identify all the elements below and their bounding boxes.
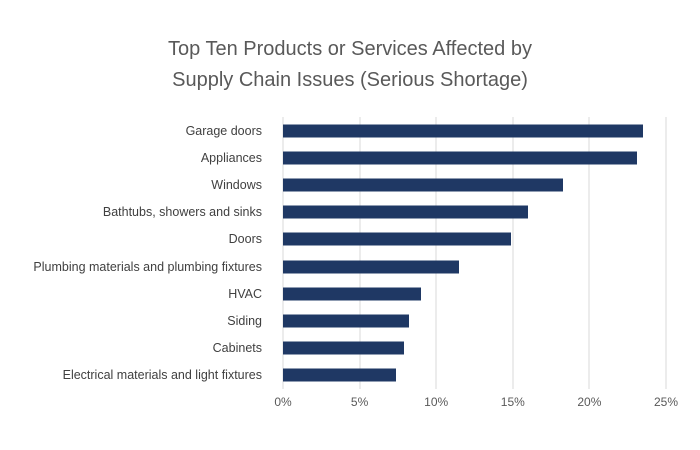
x-tick-label: 20% xyxy=(577,395,602,409)
category-label: HVAC xyxy=(228,286,262,301)
bar xyxy=(283,205,529,219)
chart-title-line1: Top Ten Products or Services Affected by xyxy=(168,38,532,60)
bar xyxy=(283,260,460,274)
bar xyxy=(283,314,409,328)
bar-row xyxy=(283,280,666,307)
gridline xyxy=(588,117,590,389)
bar-row xyxy=(283,226,666,253)
category-label: Siding xyxy=(227,314,262,329)
bar xyxy=(283,287,421,301)
x-axis: 0% 5% 10% 15% 20% 25% xyxy=(274,395,678,411)
bar xyxy=(283,341,405,355)
category-label: Electrical materials and light fixtures xyxy=(62,368,262,383)
category-label: Cabinets xyxy=(212,341,262,356)
bar-row xyxy=(283,362,666,389)
x-tick-label: 10% xyxy=(424,395,449,409)
gridline xyxy=(512,117,514,389)
bar xyxy=(283,178,564,192)
x-tick-label: 15% xyxy=(500,395,525,409)
gridline xyxy=(282,117,284,389)
gridline xyxy=(665,117,667,389)
x-tick-label: 5% xyxy=(350,395,369,409)
category-label: Windows xyxy=(211,178,262,192)
bar-row xyxy=(283,307,666,334)
bar xyxy=(283,368,397,382)
bar-row xyxy=(283,117,666,144)
gridlines xyxy=(282,117,667,389)
category-label: Doors xyxy=(228,232,262,247)
bar xyxy=(283,124,644,138)
bar xyxy=(283,232,512,246)
category-label: Plumbing materials and plumbing fixtures xyxy=(33,259,262,274)
category-label: Appliances xyxy=(200,150,262,165)
plot-area xyxy=(282,117,667,389)
x-tick-label: 0% xyxy=(274,395,292,409)
gridline xyxy=(359,117,361,389)
category-labels: Garage doors Appliances Windows Bathtubs, s… xyxy=(0,117,272,389)
bar-row xyxy=(283,253,666,280)
bar-row xyxy=(283,171,666,198)
category-label: Garage doors xyxy=(185,123,262,138)
chart-title-line2: Supply Chain Issues (Serious Shortage) xyxy=(172,69,528,91)
bar xyxy=(283,151,637,165)
chart-title: Top Ten Products or Services Affected by… xyxy=(0,34,700,96)
bar-series xyxy=(283,117,666,389)
bar-row xyxy=(283,335,666,362)
category-label: Bathtubs, showers and sinks xyxy=(102,205,262,220)
gridline xyxy=(435,117,437,389)
bar-row xyxy=(283,199,666,226)
x-tick-label: 25% xyxy=(653,395,679,409)
bar-row xyxy=(283,144,666,171)
